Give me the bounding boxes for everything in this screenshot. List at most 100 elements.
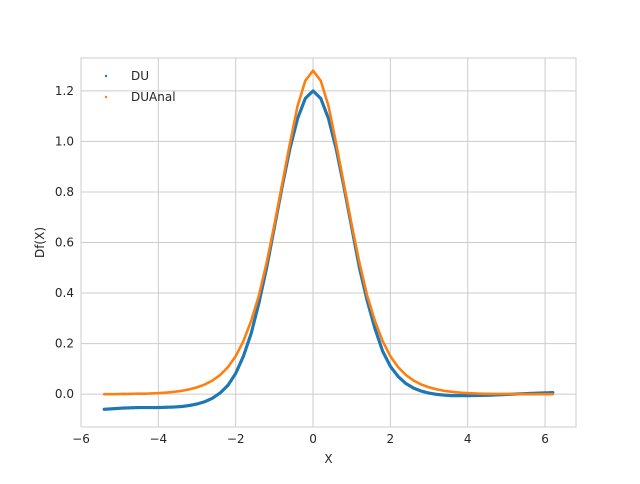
x-tick-label: −6 <box>72 432 90 446</box>
data-point <box>226 384 230 387</box>
data-point <box>219 373 222 377</box>
series-trace <box>102 89 555 411</box>
y-tick-label: 0.8 <box>55 185 74 199</box>
data-point <box>226 366 230 369</box>
data-point <box>157 392 160 395</box>
data-point <box>114 407 117 410</box>
data-point <box>327 104 330 108</box>
data-point <box>180 389 183 392</box>
data-point <box>373 327 377 330</box>
data-point <box>397 366 400 369</box>
data-point <box>103 393 106 396</box>
data-point <box>195 402 199 406</box>
x-tick-label: −4 <box>149 432 167 446</box>
data-point <box>489 392 493 395</box>
data-point <box>137 392 141 395</box>
data-point <box>443 394 446 397</box>
data-point <box>412 386 415 390</box>
data-point <box>164 391 168 394</box>
data-point <box>466 392 469 395</box>
data-point <box>288 142 291 146</box>
data-point <box>536 393 539 396</box>
y-tick-label: 1.0 <box>55 134 74 148</box>
data-point <box>242 355 245 358</box>
series-DUAnal <box>102 69 555 396</box>
data-point <box>234 355 237 358</box>
data-point <box>203 383 206 386</box>
data-point <box>435 388 438 391</box>
data-point <box>311 89 315 92</box>
data-point <box>172 405 175 409</box>
x-tick-label: 6 <box>541 432 549 446</box>
data-point <box>122 406 125 410</box>
data-point <box>381 339 384 343</box>
legend: DU DUAnal <box>104 69 176 104</box>
data-point <box>551 393 554 396</box>
data-point <box>389 355 392 358</box>
data-point <box>257 302 260 305</box>
data-point <box>265 261 268 264</box>
legend-marker <box>104 74 108 78</box>
data-point <box>466 394 469 397</box>
data-point <box>122 392 125 395</box>
x-tick-label: 4 <box>464 432 472 446</box>
data-point <box>145 392 148 395</box>
x-tick-label: 2 <box>387 432 395 446</box>
data-point <box>327 117 330 120</box>
data-point <box>373 319 377 322</box>
legend-marker <box>104 95 108 99</box>
y-tick-label: 1.2 <box>55 84 74 98</box>
data-point <box>404 373 407 377</box>
data-point <box>435 393 438 396</box>
data-point <box>157 406 160 409</box>
series-trace <box>102 69 555 396</box>
data-point <box>319 79 322 82</box>
data-point <box>501 392 504 395</box>
data-point <box>188 388 191 391</box>
data-point <box>342 183 346 186</box>
data-point <box>103 408 106 411</box>
data-point <box>164 406 168 409</box>
y-tick-label: 0.6 <box>55 236 74 250</box>
data-point <box>180 405 183 408</box>
data-point <box>195 386 199 389</box>
data-point <box>420 390 423 393</box>
grid <box>80 58 576 427</box>
data-point <box>203 400 206 403</box>
data-point <box>250 319 253 322</box>
data-point <box>242 339 245 343</box>
data-point <box>335 142 338 146</box>
x-tick-label: 0 <box>309 432 317 446</box>
plot-frame <box>80 57 577 428</box>
data-point <box>130 392 133 395</box>
data-point <box>219 391 222 394</box>
data-point <box>296 117 299 120</box>
data-point <box>188 404 191 407</box>
data-point <box>513 393 516 396</box>
data-point <box>412 379 415 382</box>
data-point <box>304 97 307 100</box>
x-axis-label: X <box>324 452 332 466</box>
data-point <box>366 294 369 297</box>
data-point <box>114 393 117 396</box>
data-point <box>443 389 446 392</box>
data-point <box>130 406 133 409</box>
y-axis-label: Df(X) <box>33 227 47 258</box>
data-point <box>211 379 214 382</box>
data-point <box>478 392 481 395</box>
legend-label: DU <box>131 69 149 83</box>
data-point <box>137 406 141 409</box>
y-tick-label: 0.4 <box>55 286 74 300</box>
data-point <box>172 390 175 393</box>
data-point <box>250 332 253 335</box>
data-point <box>524 393 527 396</box>
data-point <box>458 391 462 394</box>
data-point <box>458 394 462 397</box>
data-point <box>389 365 392 368</box>
legend-label: DUAnal <box>131 90 176 104</box>
data-point <box>451 394 454 397</box>
data-point <box>304 79 307 82</box>
x-tick-label: −2 <box>227 432 245 446</box>
data-point <box>257 294 260 297</box>
